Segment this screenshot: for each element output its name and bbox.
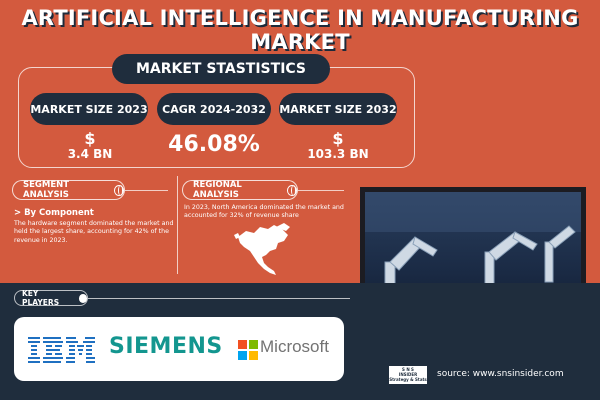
microsoft-logo-text: Microsoft	[260, 337, 329, 356]
market-size-2023-value: $ 3.4 BN	[40, 129, 140, 162]
divider	[298, 190, 344, 191]
sns-insider-badge: S N S INSIDER Strategy & Stats	[388, 365, 428, 385]
currency-symbol: $	[332, 129, 344, 148]
cagr-label: CAGR 2024-2032	[157, 93, 271, 125]
size-2032-amount: 103.3 BN	[307, 147, 369, 161]
badge-line: S N S	[402, 367, 414, 372]
market-size-2023-label: MARKET SIZE 2023	[30, 93, 148, 125]
cagr-value: 46.08%	[168, 132, 260, 157]
segment-analysis-tag: SEGMENT ANALYSIS	[12, 180, 125, 200]
divider	[177, 176, 178, 274]
globe-icon	[286, 184, 297, 196]
regional-analysis-label: REGIONAL ANALYSIS	[193, 180, 242, 200]
ibm-logo	[28, 337, 95, 363]
market-size-2032-value: $ 103.3 BN	[288, 129, 388, 162]
globe-icon	[113, 184, 124, 196]
segment-analysis-label: SEGMENT ANALYSIS	[23, 180, 70, 200]
page-title: ARTIFICIAL INTELLIGENCE IN MANUFACTURING…	[21, 6, 579, 54]
market-size-2032-label: MARKET SIZE 2032	[279, 93, 397, 125]
segment-text: The hardware segment dominated the marke…	[14, 220, 174, 244]
badge-line: Strategy & Stats	[389, 377, 427, 382]
north-america-map	[234, 223, 290, 275]
regional-text: In 2023, North America dominated the mar…	[184, 204, 344, 220]
segment-heading: > By Component	[14, 208, 94, 218]
link-icon	[78, 293, 87, 303]
microsoft-logo-icon	[238, 340, 258, 360]
key-players-tag: KEY PLAYERS	[14, 289, 88, 307]
source-text: source: www.snsinsider.com	[437, 369, 564, 379]
key-players-logos: SIEMENS Microsoft	[14, 317, 344, 381]
badge-line: INSIDER	[398, 372, 418, 377]
key-players-label: KEY PLAYERS	[22, 289, 60, 307]
size-2023-amount: 3.4 BN	[67, 147, 113, 161]
currency-symbol: $	[84, 129, 96, 148]
regional-analysis-tag: REGIONAL ANALYSIS	[182, 180, 298, 200]
divider	[125, 190, 168, 191]
siemens-logo: SIEMENS	[109, 334, 223, 359]
divider	[88, 298, 350, 299]
stats-header: MARKET STASTISTICS	[112, 54, 330, 84]
